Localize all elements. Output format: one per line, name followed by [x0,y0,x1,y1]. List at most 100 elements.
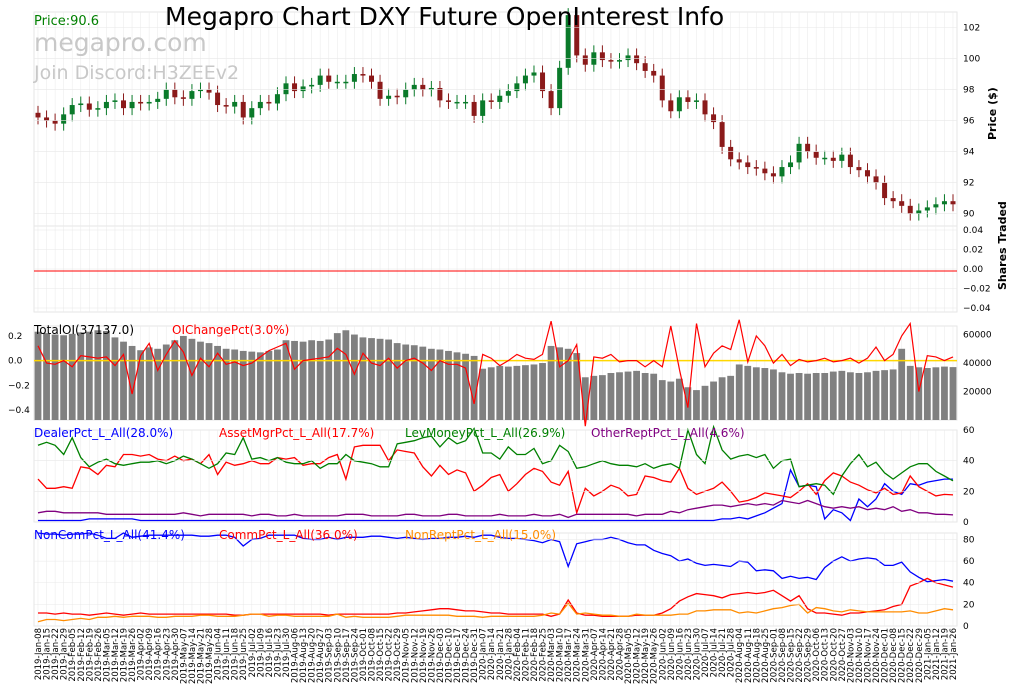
oi-left-tick-label: 0.2 [8,332,22,342]
open-interest-bar [51,334,59,420]
x-tick-label: 2019-Jan-15 [43,628,53,680]
open-interest-bar [128,345,136,420]
price-candle [941,201,947,205]
price-tick-label: 102 [963,24,980,34]
open-interest-bar [915,367,923,420]
price-candle [514,83,520,92]
open-interest-bar [504,366,512,420]
open-interest-bar [436,349,444,420]
price-candle [565,15,571,68]
price-candle [249,108,255,118]
price-candle [146,101,152,104]
x-tick-label: 2020-Sep-29 [804,628,814,683]
x-tick-label: 2019-Jun-25 [239,628,249,680]
price-candle [753,167,759,169]
price-candle [44,117,50,121]
open-interest-bar [581,377,589,420]
x-tick-label: 2019-Apr-23 [162,628,172,681]
x-tick-label: 2020-Jan-28 [504,628,514,680]
open-interest-bar [325,339,333,420]
open-interest-bar [351,334,358,420]
current-price-label: Price:90.6 [34,14,100,29]
x-tick-label: 2020-Dec-15 [898,628,908,683]
open-interest-bar [453,352,461,420]
open-interest-bar [171,340,179,420]
x-tick-label: 2019-Oct-15 [376,628,386,682]
x-tick-label: 2019-May-07 [179,628,189,684]
comm-pct-line [38,577,954,617]
price-candle [873,176,879,183]
oi-left-tick-label: −0.4 [8,406,30,416]
open-interest-bar [154,348,162,420]
open-interest-bar [710,381,717,420]
open-interest-bar [855,373,863,420]
x-tick-label: 2020-May-12 [633,628,643,684]
price-candle [206,89,212,93]
price-candle [95,108,101,110]
x-tick-label: 2019-Mar-12 [111,628,121,682]
price-candle [522,75,528,84]
lev-money-pct-line [37,424,954,496]
x-tick-label: 2020-Jan-14 [487,628,497,680]
x-tick-label: 2020-Mar-31 [581,628,591,682]
x-tick-label: 2019-Feb-12 [77,628,87,682]
pct-tick-label: 60 [963,426,975,436]
x-tick-label: 2020-Dec-08 [889,628,899,683]
open-interest-bar [778,372,786,420]
open-interest-bar [487,367,495,420]
x-tick-label: 2020-Jun-02 [658,628,668,680]
price-candle [779,167,785,177]
x-tick-label: 2020-Oct-20 [829,628,839,682]
pct2-panel-frame [33,532,958,627]
x-tick-label: 2019-Mar-05 [102,628,112,682]
price-candle [659,75,665,101]
price-candle [608,60,614,62]
x-tick-label: 2019-Nov-26 [427,628,437,683]
open-interest-bar [470,355,478,420]
open-interest-bar [368,338,375,420]
x-tick-label: 2020-Aug-04 [735,628,745,683]
open-interest-bar [872,370,880,420]
open-interest-bar [770,369,777,420]
x-tick-label: 2019-May-14 [188,628,198,684]
x-tick-label: 2020-Aug-25 [761,628,771,683]
x-tick-label: 2021-Jan-26 [949,628,959,680]
x-tick-label: 2020-Nov-17 [863,628,873,683]
price-candle [266,101,272,104]
price-tick-label: 96 [963,117,975,127]
x-tick-label: 2019-Apr-09 [145,628,155,681]
open-interest-bar [522,365,529,420]
price-candle [822,157,828,160]
open-interest-bar [333,333,341,420]
open-interest-bar [376,338,384,420]
price-candle [497,95,503,102]
open-interest-bar [547,345,555,420]
legend-other-rept: OtherReptPct_L_All(4.6%) [591,426,745,440]
price-candle [625,55,631,61]
price-candle [326,75,332,82]
price-candle [52,120,58,124]
x-tick-label: 2019-Apr-16 [154,628,164,681]
x-tick-label: 2020-Aug-11 [744,628,754,683]
x-tick-label: 2020-Mar-10 [556,628,566,682]
open-interest-bar [419,346,427,420]
open-interest-bar [402,344,410,420]
x-tick-label: 2019-Aug-06 [291,628,301,683]
open-interest-bar [222,348,230,420]
price-candle [360,74,366,76]
open-interest-bar [556,347,564,420]
x-tick-label: 2020-Apr-07 [590,628,600,681]
x-tick-label: 2019-Feb-19 [85,628,95,682]
price-candle [180,97,186,99]
x-tick-label: 2019-Aug-20 [308,628,318,683]
price-tick-label: 94 [963,148,975,158]
open-interest-bar [137,350,145,420]
x-tick-label: 2020-Sep-08 [778,628,788,683]
open-interest-bar [718,377,726,420]
open-interest-bar [932,367,940,420]
price-candle [505,91,511,96]
price-candle [197,89,203,92]
price-candle [420,84,426,90]
nonrept-pct-line [37,602,954,623]
price-candle [61,114,67,124]
